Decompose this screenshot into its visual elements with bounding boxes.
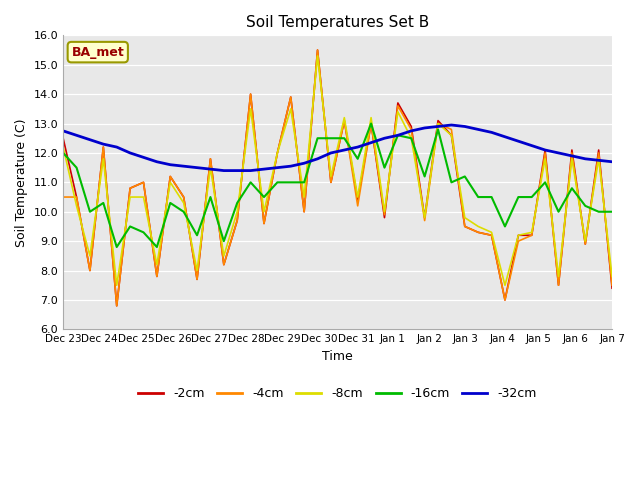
Title: Soil Temperatures Set B: Soil Temperatures Set B [246,15,429,30]
Y-axis label: Soil Temperature (C): Soil Temperature (C) [15,118,28,247]
X-axis label: Time: Time [322,350,353,363]
Text: BA_met: BA_met [72,46,124,59]
Legend: -2cm, -4cm, -8cm, -16cm, -32cm: -2cm, -4cm, -8cm, -16cm, -32cm [133,383,542,406]
